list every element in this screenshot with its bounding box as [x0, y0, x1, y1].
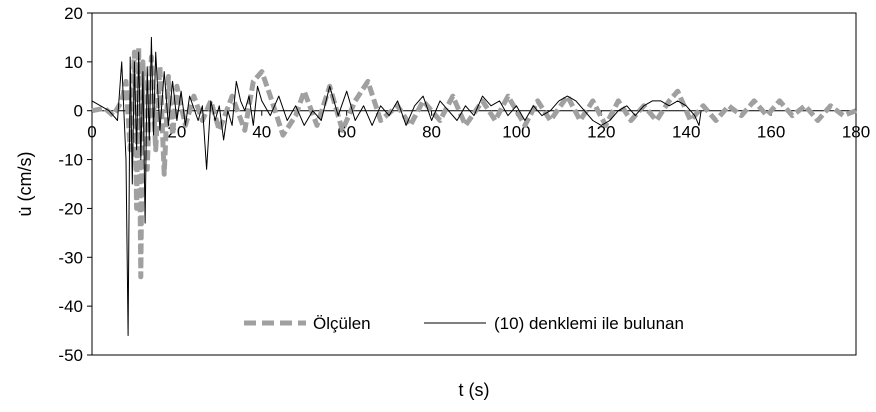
y-tick-label: 0 — [74, 102, 83, 121]
y-tick-label: -40 — [58, 297, 83, 316]
x-tick-label: 140 — [672, 123, 700, 142]
y-tick-label: 10 — [64, 53, 83, 72]
y-axis-ticks: 20 10 0 -10 -20 -30 -40 -50 — [58, 4, 92, 365]
legend-label-computed: (10) denklemi ile bulunan — [494, 314, 684, 333]
y-tick-label: -10 — [58, 151, 83, 170]
legend-background — [238, 307, 746, 339]
x-tick-label: 180 — [842, 123, 870, 142]
y-tick-label: -50 — [58, 346, 83, 365]
x-axis-title: t (s) — [459, 380, 490, 400]
y-tick-label: 20 — [64, 4, 83, 23]
y-tick-label: -20 — [58, 199, 83, 218]
y-tick-label: -30 — [58, 248, 83, 267]
plot-frame — [91, 12, 857, 356]
x-tick-label: 120 — [587, 123, 615, 142]
x-tick-label: 160 — [757, 123, 785, 142]
legend-label-measured: Ölçülen — [313, 314, 371, 333]
series-line-computed — [91, 36, 702, 336]
series-group — [91, 36, 857, 336]
x-tick-label: 0 — [87, 123, 96, 142]
y-axis-title: u̇ (cm/s) — [15, 152, 35, 217]
legend: Ölçülen (10) denklemi ile bulunan — [238, 307, 746, 339]
x-tick-label: 80 — [422, 123, 441, 142]
x-tick-label: 40 — [252, 123, 271, 142]
